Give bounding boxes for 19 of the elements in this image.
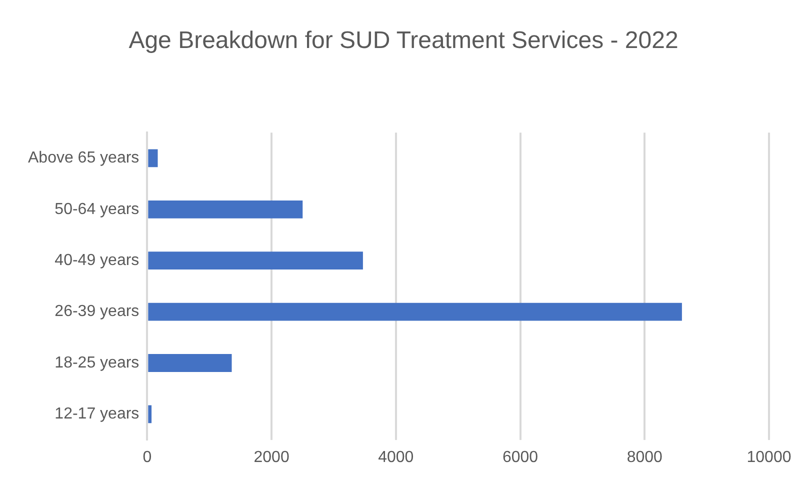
bar bbox=[148, 405, 152, 424]
x-tick-label: 6000 bbox=[502, 448, 538, 466]
x-tick-label: 2000 bbox=[254, 448, 290, 466]
bar bbox=[148, 252, 363, 270]
x-tick-label: 0 bbox=[142, 448, 152, 466]
bar bbox=[148, 354, 232, 372]
y-tick-label: 12-17 years bbox=[54, 406, 140, 423]
chart-title: Age Breakdown for SUD Treatment Services - 2022 bbox=[128, 26, 678, 56]
y-tick-label: 18-25 years bbox=[54, 354, 140, 372]
x-tick-label: 4000 bbox=[378, 448, 414, 466]
y-tick-label: Above 65 years bbox=[28, 150, 140, 167]
y-tick-label: 50-64 years bbox=[54, 200, 140, 218]
bar bbox=[148, 149, 158, 168]
x-tick-label: 8000 bbox=[626, 448, 663, 466]
y-tick-label: 26-39 years bbox=[54, 303, 140, 320]
x-tick-label: 10000 bbox=[746, 448, 792, 466]
bar bbox=[148, 302, 682, 321]
bar bbox=[148, 200, 303, 218]
y-tick-label: 40-49 years bbox=[54, 252, 140, 270]
